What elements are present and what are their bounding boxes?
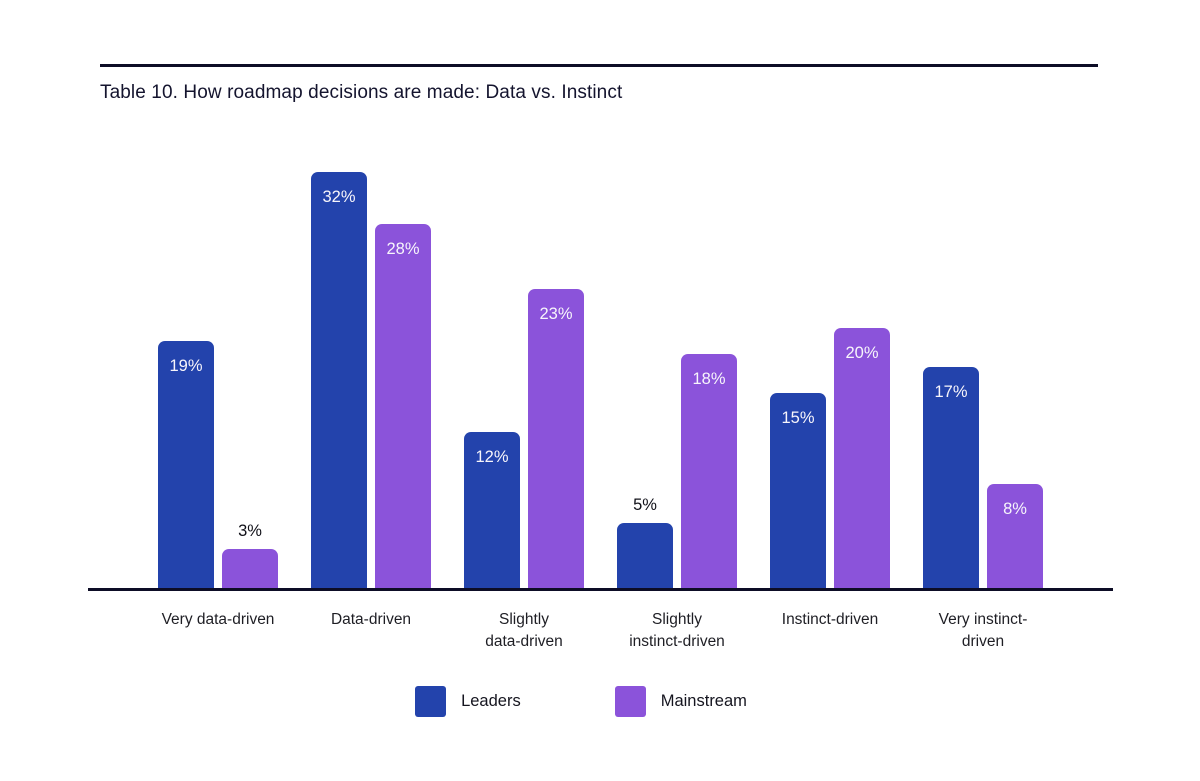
title-rule (100, 64, 1098, 67)
bar-value-label: 5% (633, 496, 657, 514)
bar-value-label: 17% (934, 383, 968, 401)
chart-title: Table 10. How roadmap decisions are made… (100, 82, 623, 103)
bar-value-label: 3% (238, 522, 262, 540)
plot-area: 19% 3% Very data-driven 32% 28% Data-driven 12… (88, 118, 1113, 650)
x-tick-label-very-data-driven: Very data-driven (161, 611, 275, 628)
x-tick-label-slightly-instinct-driven: Slightly instinct-driven (629, 611, 725, 650)
bar-value-label: 8% (1003, 500, 1027, 518)
bar-group-slightly-data-driven: 12% 23% Slightly data-driven (464, 289, 584, 650)
x-tick-label-data-driven: Data-driven (330, 611, 412, 628)
bar-mainstream-slightly-data-driven: 23% (528, 289, 584, 588)
bar-value-label: 18% (692, 370, 726, 388)
bar-mainstream-very-data-driven: 3% (222, 522, 278, 588)
bar-leaders-data-driven: 32% (311, 172, 367, 588)
bar-value-label: 15% (781, 409, 815, 427)
bar-leaders-very-data-driven: 19% (158, 341, 214, 588)
legend-label-mainstream: Mainstream (660, 692, 747, 710)
bar-leaders-slightly-instinct-driven: 5% (617, 496, 673, 588)
bar-mainstream-data-driven: 28% (375, 224, 431, 588)
bar-group-very-instinct-driven: 17% 8% Very instinct- driven (923, 367, 1043, 650)
bar-mainstream-very-instinct-driven: 8% (987, 484, 1043, 588)
bar-value-label: 23% (539, 305, 573, 323)
x-tick-label-instinct-driven: Instinct-driven (781, 611, 879, 628)
legend-item-leaders: Leaders (415, 686, 521, 717)
bar-mainstream-instinct-driven: 20% (834, 328, 890, 588)
bar-group-data-driven: 32% 28% Data-driven (311, 172, 431, 628)
legend-swatch-leaders (415, 686, 447, 717)
legend-item-mainstream: Mainstream (614, 686, 747, 717)
bar-value-label: 12% (475, 448, 509, 466)
x-axis-line (88, 588, 1113, 591)
bar-mainstream-slightly-instinct-driven: 18% (681, 354, 737, 588)
bar-value-label: 32% (322, 188, 356, 206)
bar-leaders-very-instinct-driven: 17% (923, 367, 979, 588)
legend: Leaders Mainstream (0, 686, 1162, 717)
bar-group-instinct-driven: 15% 20% Instinct-driven (770, 328, 890, 628)
legend-swatch-mainstream (614, 686, 646, 717)
x-tick-label-slightly-data-driven: Slightly data-driven (485, 611, 563, 650)
bar-value-label: 19% (169, 357, 203, 375)
bar-group-very-data-driven: 19% 3% Very data-driven (158, 341, 278, 628)
bar-group-slightly-instinct-driven: 5% 18% Slightly instinct-driven (617, 354, 737, 650)
bar-value-label: 20% (845, 344, 879, 362)
bar-value-label: 28% (386, 240, 420, 258)
bar-leaders-instinct-driven: 15% (770, 393, 826, 588)
legend-label-leaders: Leaders (461, 692, 521, 710)
x-tick-label-very-instinct-driven: Very instinct- driven (938, 611, 1028, 650)
bar-leaders-slightly-data-driven: 12% (464, 432, 520, 588)
